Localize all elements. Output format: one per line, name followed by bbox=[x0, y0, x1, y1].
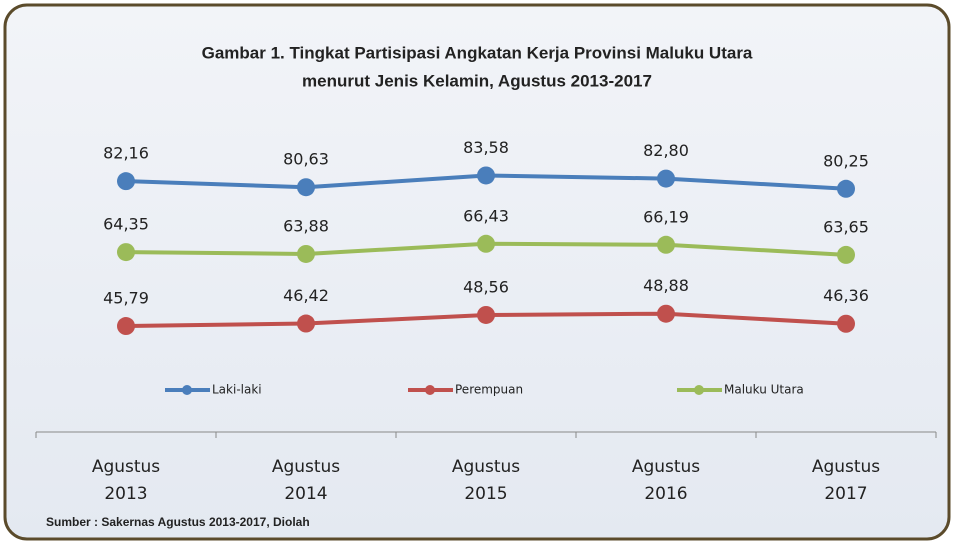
data-label: 63,65 bbox=[823, 217, 869, 236]
source-note: Sumber : Sakernas Agustus 2013-2017, Dio… bbox=[46, 515, 310, 529]
data-label: 82,80 bbox=[643, 141, 689, 160]
data-point bbox=[117, 317, 135, 336]
data-point bbox=[117, 172, 135, 191]
x-tick-label: Agustus 2014 bbox=[272, 457, 340, 504]
x-tick-label: Agustus 2015 bbox=[452, 457, 520, 504]
legend-marker bbox=[425, 385, 435, 395]
x-tick-label: Agustus 2017 bbox=[812, 457, 880, 504]
data-label: 48,88 bbox=[643, 276, 689, 295]
legend-label: Perempuan bbox=[455, 383, 523, 397]
data-label: 64,35 bbox=[103, 215, 149, 234]
legend-marker bbox=[182, 385, 192, 395]
data-point bbox=[477, 166, 495, 185]
x-tick-label: Agustus 2013 bbox=[92, 457, 160, 504]
data-point bbox=[837, 245, 855, 264]
data-point bbox=[477, 305, 495, 324]
data-point bbox=[657, 304, 675, 323]
data-point bbox=[117, 243, 135, 262]
data-label: 82,16 bbox=[103, 144, 149, 163]
chart-title: menurut Jenis Kelamin, Agustus 2013-2017 bbox=[302, 71, 652, 90]
data-label: 66,43 bbox=[463, 206, 509, 225]
data-label: 80,63 bbox=[283, 150, 329, 169]
data-label: 83,58 bbox=[463, 138, 509, 157]
data-label: 66,19 bbox=[643, 207, 689, 226]
data-point bbox=[657, 169, 675, 188]
legend-label: Maluku Utara bbox=[724, 383, 804, 397]
chart-frame bbox=[3, 3, 951, 541]
data-point bbox=[657, 235, 675, 254]
data-point bbox=[297, 244, 315, 263]
data-label: 46,42 bbox=[283, 286, 329, 305]
data-point bbox=[297, 178, 315, 197]
data-point bbox=[477, 234, 495, 253]
x-tick-label: Agustus 2016 bbox=[632, 457, 700, 504]
chart-title: Gambar 1. Tingkat Partisipasi Angkatan K… bbox=[202, 43, 753, 62]
data-label: 63,88 bbox=[283, 216, 329, 235]
data-label: 45,79 bbox=[103, 289, 149, 308]
data-label: 48,56 bbox=[463, 277, 509, 296]
data-point bbox=[297, 314, 315, 333]
data-point bbox=[837, 314, 855, 333]
data-label: 46,36 bbox=[823, 286, 869, 305]
data-point bbox=[837, 179, 855, 198]
data-label: 80,25 bbox=[823, 151, 869, 170]
legend-label: Laki-laki bbox=[212, 383, 262, 397]
legend-marker bbox=[694, 385, 704, 395]
